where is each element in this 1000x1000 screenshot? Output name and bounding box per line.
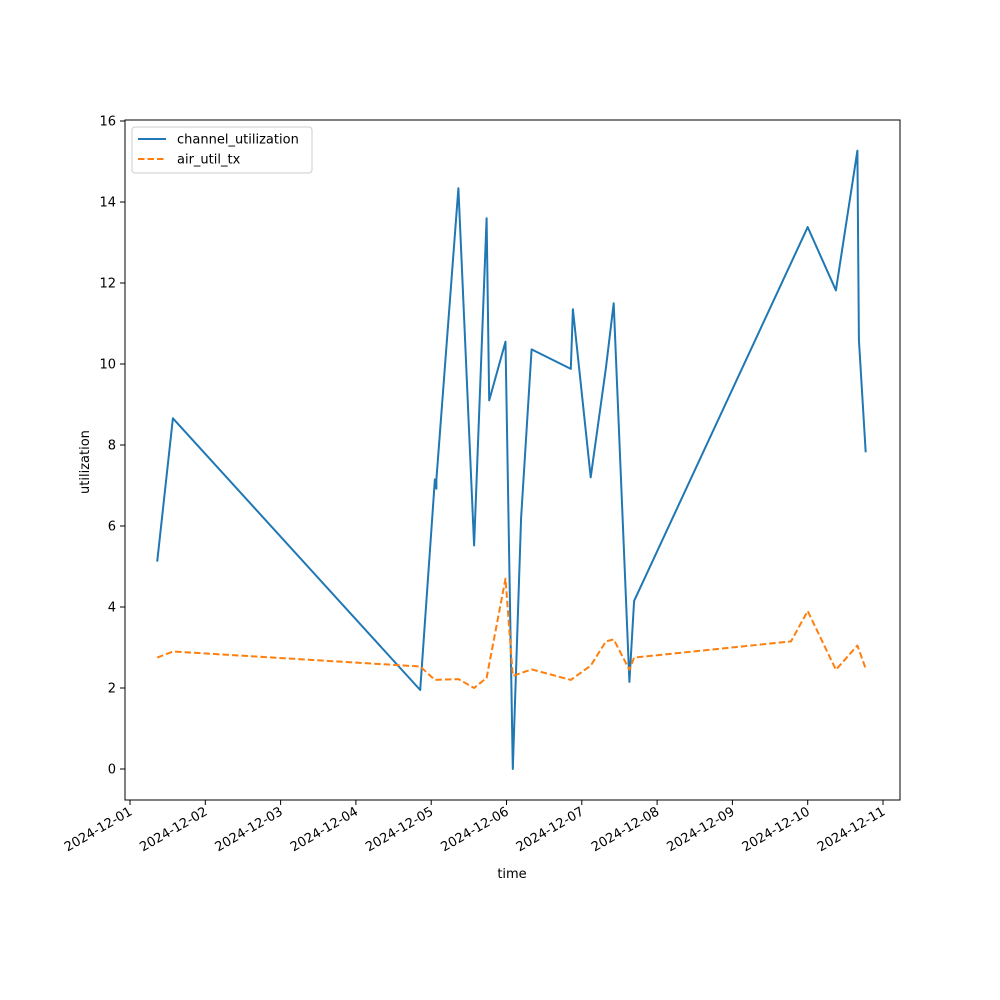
series-layer (156, 149, 867, 770)
y-tick-label: 8 (108, 439, 116, 454)
plot-area-frame (124, 119, 901, 801)
y-tick-label: 14 (99, 196, 116, 211)
x-axis-label: time (497, 867, 526, 882)
series-line-air-util-tx (156, 577, 867, 689)
legend-label: channel_utilization (177, 133, 299, 148)
y-axis-label: utilization (78, 430, 93, 494)
y-tick-label: 4 (108, 601, 116, 616)
y-tick-label: 12 (99, 277, 116, 292)
legend-box (131, 126, 313, 174)
y-tick-label: 2 (108, 682, 116, 697)
y-axis: 0 2 4 6 8 10 12 14 16 (99, 115, 125, 778)
legend-label: air_util_tx (177, 153, 241, 168)
legend: channel_utilization air_util_tx (131, 126, 313, 174)
y-tick-label: 16 (99, 115, 116, 130)
series-line-channel-utilization (156, 149, 867, 770)
y-tick-label: 6 (108, 520, 116, 535)
y-tick-label: 10 (99, 358, 116, 373)
y-tick-label: 0 (108, 763, 116, 778)
